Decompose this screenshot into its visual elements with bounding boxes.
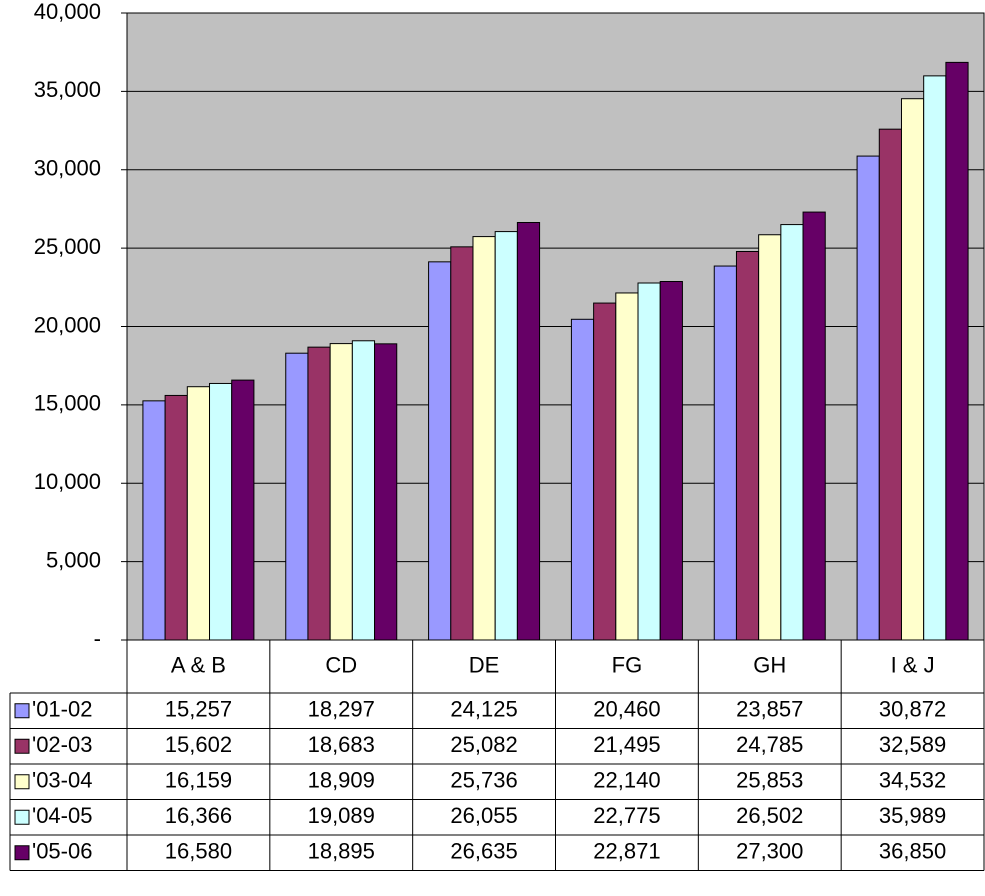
legend-swatch [14,774,30,790]
table-value: 32,589 [879,732,946,757]
bar [351,340,376,641]
bar [659,280,683,641]
table-value: 22,871 [593,839,660,864]
bar [209,382,233,641]
legend-label: '01-02 [32,697,92,722]
table-value: 23,857 [736,697,803,722]
bar [142,400,166,641]
bar [802,211,826,641]
table-value: 25,082 [450,732,517,757]
y-tick-label: 25,000 [34,234,101,259]
bar [494,231,518,641]
legend-swatch [14,809,30,825]
table-value: 15,257 [165,697,232,722]
table-value: 18,909 [308,768,375,793]
table-value: 16,159 [165,768,232,793]
y-tick-label: 15,000 [34,391,101,416]
bar [307,346,331,641]
table-value: 24,125 [450,697,517,722]
table-value: 26,055 [450,803,517,828]
table-value: 30,872 [879,697,946,722]
y-tick-label: 40,000 [34,0,101,24]
table-value: 26,635 [450,839,517,864]
y-tick-label: 35,000 [34,77,101,102]
table-value: 16,580 [165,839,232,864]
bar [758,234,782,641]
bar [878,128,902,641]
y-tick-label: 20,000 [34,312,101,337]
bar [285,352,309,641]
table-value: 22,775 [593,803,660,828]
table-value: 22,140 [593,768,660,793]
table-value: 18,683 [308,732,375,757]
table-value: 16,366 [165,803,232,828]
bar [570,318,595,641]
bar [900,98,925,641]
legend-swatch [14,703,30,719]
category-label: CD [325,652,357,677]
table-value: 18,895 [308,839,375,864]
legend-label: '05-06 [32,839,92,864]
table-value: 35,989 [879,803,946,828]
y-tick-label: - [94,626,101,651]
category-label: A & B [171,652,226,677]
bar [516,221,541,641]
table-value: 21,495 [593,732,660,757]
bar [593,302,617,641]
legend-label: '03-04 [32,768,92,793]
table-value: 20,460 [593,697,660,722]
table-value: 27,300 [736,839,803,864]
bar [329,343,353,641]
bar [615,292,639,641]
table-value: 36,850 [879,839,946,864]
y-tick-label: 30,000 [34,156,101,181]
category-label: FG [612,652,643,677]
table-value: 25,853 [736,768,803,793]
bar [450,246,474,641]
legend-label: '04-05 [32,803,92,828]
table-value: 15,602 [165,732,232,757]
bar [637,282,661,641]
table-value: 19,089 [308,803,375,828]
bar [164,394,188,641]
bar [735,250,760,641]
y-tick-label: 5,000 [46,547,101,572]
bar [856,155,880,641]
category-label: I & J [891,652,935,677]
table-value: 25,736 [450,768,517,793]
category-label: DE [469,652,500,677]
bar [231,379,255,641]
table-value: 34,532 [879,768,946,793]
legend-label: '02-03 [32,732,92,757]
category-label: GH [753,652,786,677]
bar [923,75,947,641]
legend-swatch [14,738,30,754]
bar [472,236,496,641]
bar [428,261,452,641]
bar [186,386,211,641]
bar [945,61,969,641]
bar [780,224,804,641]
bar [374,343,398,641]
bar [713,265,737,641]
table-value: 26,502 [736,803,803,828]
legend-swatch [14,845,30,861]
table-value: 18,297 [308,697,375,722]
y-tick-label: 10,000 [34,469,101,494]
table-value: 24,785 [736,732,803,757]
